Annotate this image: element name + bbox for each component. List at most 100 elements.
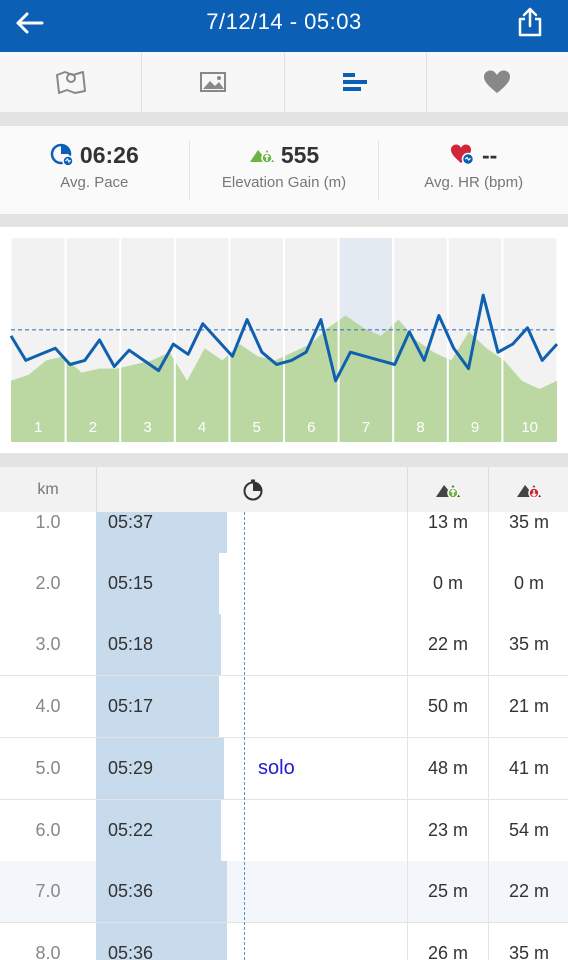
km-cell: 5.0: [35, 758, 61, 778]
pace-bar: [96, 614, 221, 675]
pace-cell: 05:15: [108, 573, 154, 593]
stat-avg-pace: 06:26 Avg. Pace: [0, 140, 190, 200]
km-cell: 3.0: [35, 634, 61, 654]
chart-svg: 1 2 3 4 5 6 7 8 9 10: [9, 238, 559, 442]
km-tick-label: 6: [307, 419, 315, 436]
note-cell: solo: [258, 757, 295, 779]
km-tick-label: 2: [89, 419, 97, 436]
table-row[interactable]: 6.0 05:22 23 m 54 m: [0, 800, 568, 862]
pace-bar: [96, 923, 227, 960]
stopwatch-icon: [243, 479, 262, 500]
km-tick-label: 4: [198, 419, 206, 436]
km-cell: 2.0: [35, 573, 61, 593]
arrow-left-icon[interactable]: [14, 8, 46, 38]
km-tick-label: 7: [362, 419, 370, 436]
km-cell: 6.0: [35, 820, 61, 840]
elevation-gain-icon: [436, 484, 460, 499]
stat-avg-hr: -- Avg. HR (bpm): [379, 140, 568, 200]
km-tick-label: 9: [471, 419, 479, 436]
pace-icon: [50, 143, 74, 167]
page-title: 7/12/14 - 05:03: [206, 9, 362, 34]
stat-elevation-gain: 555 Elevation Gain (m): [190, 140, 380, 200]
gain-cell: 25 m: [407, 861, 488, 922]
loss-cell: 0 m: [488, 553, 568, 614]
pace-cell: 05:36: [108, 881, 154, 901]
km-tick-label: 5: [253, 419, 261, 436]
km-tick-label: 3: [143, 419, 151, 436]
table-row[interactable]: 3.0 05:18 22 m 35 m: [0, 614, 568, 676]
km-column-header: km: [37, 480, 59, 498]
tab-splits[interactable]: [285, 52, 427, 112]
km-cell: 4.0: [35, 696, 61, 716]
average-pace-line: [244, 512, 245, 960]
loss-cell: 22 m: [488, 861, 568, 922]
gain-cell: 23 m: [407, 800, 488, 861]
stat-label: Avg. Pace: [60, 174, 129, 191]
heart-icon: [484, 70, 511, 93]
section-divider: [0, 453, 568, 467]
loss-cell: 21 m: [488, 676, 568, 737]
pace-cell: 05:29: [108, 758, 154, 778]
pace-bar: [96, 738, 224, 799]
gain-cell: 0 m: [407, 553, 488, 614]
table-row[interactable]: 2.0 05:15 0 m 0 m: [0, 553, 568, 615]
km-cell: 8.0: [35, 943, 61, 960]
loss-cell: 35 m: [488, 614, 568, 675]
section-divider: [0, 112, 568, 126]
pace-bar: [96, 676, 219, 737]
pace-cell: 05:22: [108, 820, 154, 840]
tab-heart[interactable]: [427, 52, 568, 112]
table-row[interactable]: 8.0 05:36 26 m 35 m: [0, 923, 568, 960]
pace-bar: [96, 861, 227, 922]
table-row[interactable]: 5.0 05:29 solo 48 m 41 m: [0, 738, 568, 800]
loss-cell: 54 m: [488, 800, 568, 861]
km-tick-label: 8: [416, 419, 424, 436]
table-row[interactable]: 1.0 05:37 13 m 35 m: [0, 512, 568, 554]
map-icon: [55, 71, 86, 94]
pace-cell: 05:37: [108, 512, 154, 532]
gain-cell: 50 m: [407, 676, 488, 737]
top-bar: 7/12/14 - 05:03: [0, 0, 568, 52]
pace-line: [9, 293, 559, 383]
table-row[interactable]: 7.0 05:36 25 m 22 m: [0, 861, 568, 923]
pace-bar: [96, 800, 221, 861]
loss-cell: 41 m: [488, 738, 568, 799]
summary-stats: 06:26 Avg. Pace 555 Elevation Gain (m) -…: [0, 126, 568, 215]
km-tick-label: 1: [34, 419, 42, 436]
pace-cell: 05:36: [108, 943, 154, 960]
tab-bar: [0, 52, 568, 113]
stat-value: --: [482, 141, 498, 168]
tab-map[interactable]: [0, 52, 143, 112]
elevation-loss-icon: [517, 484, 541, 499]
pace-bar: [96, 553, 219, 614]
loss-column-header: [488, 467, 568, 512]
km-cell: 7.0: [35, 881, 61, 901]
gain-cell: 26 m: [407, 923, 488, 960]
section-divider: [0, 214, 568, 227]
gain-cell: 13 m: [407, 512, 488, 553]
table-row[interactable]: 4.0 05:17 50 m 21 m: [0, 676, 568, 738]
km-cell: 1.0: [35, 512, 61, 532]
stat-label: Elevation Gain (m): [221, 174, 347, 191]
km-tick-label: 10: [521, 419, 538, 436]
stat-label: Avg. HR (bpm): [424, 174, 524, 191]
share-icon[interactable]: [516, 6, 544, 38]
pace-bar: [96, 512, 227, 553]
stat-value: 555: [280, 141, 320, 168]
pace-elevation-chart: 1 2 3 4 5 6 7 8 9 10: [0, 227, 568, 453]
splits-table-header: km: [0, 467, 568, 513]
pace-column-header: [96, 467, 408, 512]
pace-cell: 05:17: [108, 696, 154, 716]
heart-rate-icon: [451, 144, 475, 166]
tab-photos[interactable]: [142, 52, 285, 112]
splits-icon: [343, 73, 368, 91]
gain-column-header: [407, 467, 488, 512]
photo-icon: [199, 72, 226, 92]
pace-cell: 05:18: [108, 634, 154, 654]
gain-cell: 48 m: [407, 738, 488, 799]
elevation-icon: [249, 150, 274, 164]
loss-cell: 35 m: [488, 512, 568, 553]
splits-table: 1.0 05:37 13 m 35 m 2.0 05:15 0 m 0 m 3.…: [0, 512, 568, 960]
stat-value: 06:26: [79, 141, 139, 168]
gain-cell: 22 m: [407, 614, 488, 675]
